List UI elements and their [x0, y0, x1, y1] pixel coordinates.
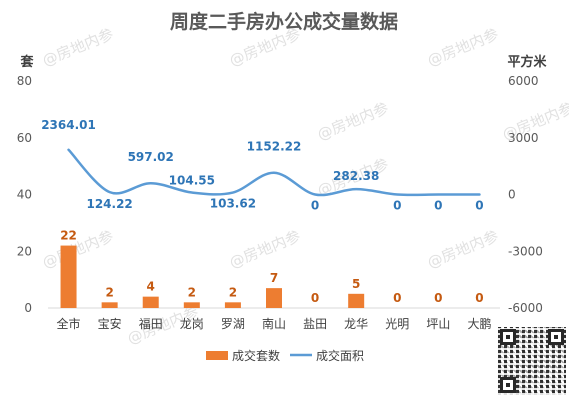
- line-data-label: 0: [475, 199, 483, 213]
- line-data-label: 104.55: [169, 174, 215, 188]
- category-label: 盐田: [303, 317, 327, 331]
- bar-data-label: 2: [105, 285, 113, 299]
- right-axis: -6000 -3000 0 3000 6000: [508, 74, 543, 315]
- watermark-text: @房地内参: [315, 99, 391, 144]
- watermark-text: @房地内参: [227, 227, 303, 272]
- bar-data-label: 22: [60, 229, 77, 243]
- line-data-label: 282.38: [333, 169, 379, 183]
- bar: [142, 296, 159, 308]
- watermark-text: @房地内参: [40, 227, 116, 272]
- bar: [348, 293, 365, 308]
- category-axis-labels: 全市 宝安 福田 龙岗 罗湖 南山 盐田 龙华 光明 坪山 大鹏: [57, 316, 492, 331]
- category-label: 龙岗: [180, 317, 204, 331]
- line-data-label: 0: [393, 199, 401, 213]
- legend: 成交套数 成交面积: [206, 348, 364, 363]
- category-label: 罗湖: [221, 316, 245, 331]
- watermark-text: @房地内参: [425, 25, 501, 70]
- line-data-label: 0: [434, 199, 442, 213]
- category-label: 坪山: [426, 317, 450, 331]
- bar-data-label: 0: [393, 291, 401, 305]
- category-label: 大鹏: [467, 317, 491, 331]
- watermark-text: @房地内参: [425, 227, 501, 272]
- legend-swatch-bars: [206, 351, 228, 360]
- left-tick-label: 60: [17, 131, 32, 145]
- line-data-labels: 2364.01 124.22 597.02 104.55 103.62 1152.22 0 2…: [41, 118, 483, 213]
- bar: [266, 288, 282, 308]
- line-data-label: 2364.01: [41, 118, 96, 132]
- right-tick-label: -6000: [508, 301, 543, 315]
- bar: [60, 245, 77, 308]
- watermark-layer: @房地内参 @房地内参 @房地内参@房地内参 @房地内参@房地内参 @房地内参 @房地内参…: [40, 25, 569, 348]
- category-label: 宝安: [98, 316, 122, 331]
- bar-data-label: 0: [311, 291, 319, 305]
- right-tick-label: 6000: [508, 74, 539, 88]
- left-tick-label: 80: [17, 74, 32, 88]
- line-data-label: 103.62: [210, 197, 256, 211]
- bar-data-label: 4: [147, 280, 155, 294]
- right-tick-label: 0: [508, 188, 516, 202]
- category-label: 南山: [262, 316, 286, 331]
- left-axis-unit: 套: [19, 54, 34, 70]
- category-label: 光明: [385, 317, 409, 331]
- bar-data-label: 5: [352, 277, 360, 291]
- qr-code: [498, 327, 566, 395]
- left-tick-label: 0: [24, 301, 32, 315]
- bar: [183, 302, 200, 308]
- bar: [224, 302, 241, 308]
- left-axis: 0 20 40 60 80: [17, 74, 32, 315]
- bar-data-label: 0: [475, 291, 483, 305]
- chart-title: 周度二手房办公成交量数据: [170, 10, 398, 33]
- line-data-label: 124.22: [86, 197, 132, 211]
- line-data-label: 0: [311, 199, 319, 213]
- line-data-label: 597.02: [128, 150, 174, 164]
- right-tick-label: -3000: [508, 244, 543, 258]
- bar-series: [60, 245, 365, 308]
- watermark-text: @房地内参: [40, 25, 116, 70]
- bar-data-label: 0: [434, 291, 442, 305]
- bar-data-label: 2: [188, 285, 196, 299]
- line-series: [67, 148, 481, 197]
- bar: [101, 302, 118, 308]
- legend-label-line: 成交面积: [316, 348, 364, 363]
- line-data-label: 1152.22: [247, 140, 302, 154]
- legend-label-bars: 成交套数: [232, 348, 280, 363]
- bar-data-label: 2: [229, 285, 237, 299]
- category-label: 全市: [57, 316, 81, 331]
- category-label: 福田: [139, 316, 163, 331]
- left-tick-label: 20: [17, 244, 32, 258]
- category-label: 龙华: [344, 317, 368, 331]
- bar-data-label: 7: [270, 271, 278, 285]
- right-axis-unit: 平方米: [507, 54, 547, 70]
- left-tick-label: 40: [17, 188, 32, 202]
- right-tick-label: 3000: [508, 131, 539, 145]
